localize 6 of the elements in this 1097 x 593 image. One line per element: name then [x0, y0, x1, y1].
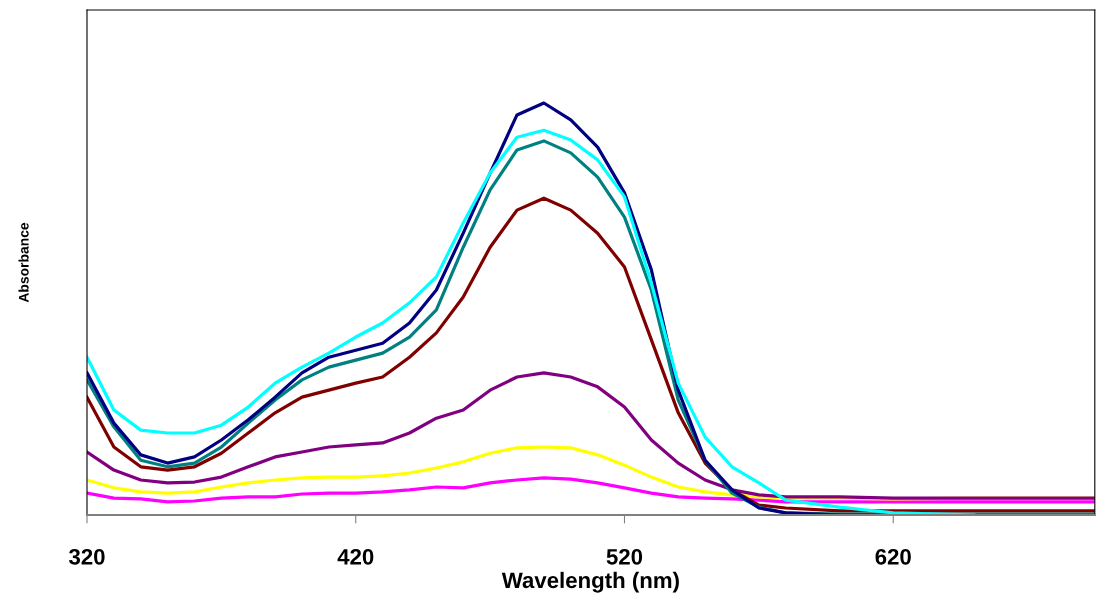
x-tick-label: 320 [68, 548, 105, 565]
x-tick-label: 620 [875, 548, 911, 565]
x-tick-label: 420 [337, 548, 374, 565]
x-tick-label: 520 [606, 548, 643, 565]
y-axis-title: Absorbance [18, 222, 29, 303]
x-axis-title: Wavelength (nm) [501, 571, 679, 593]
